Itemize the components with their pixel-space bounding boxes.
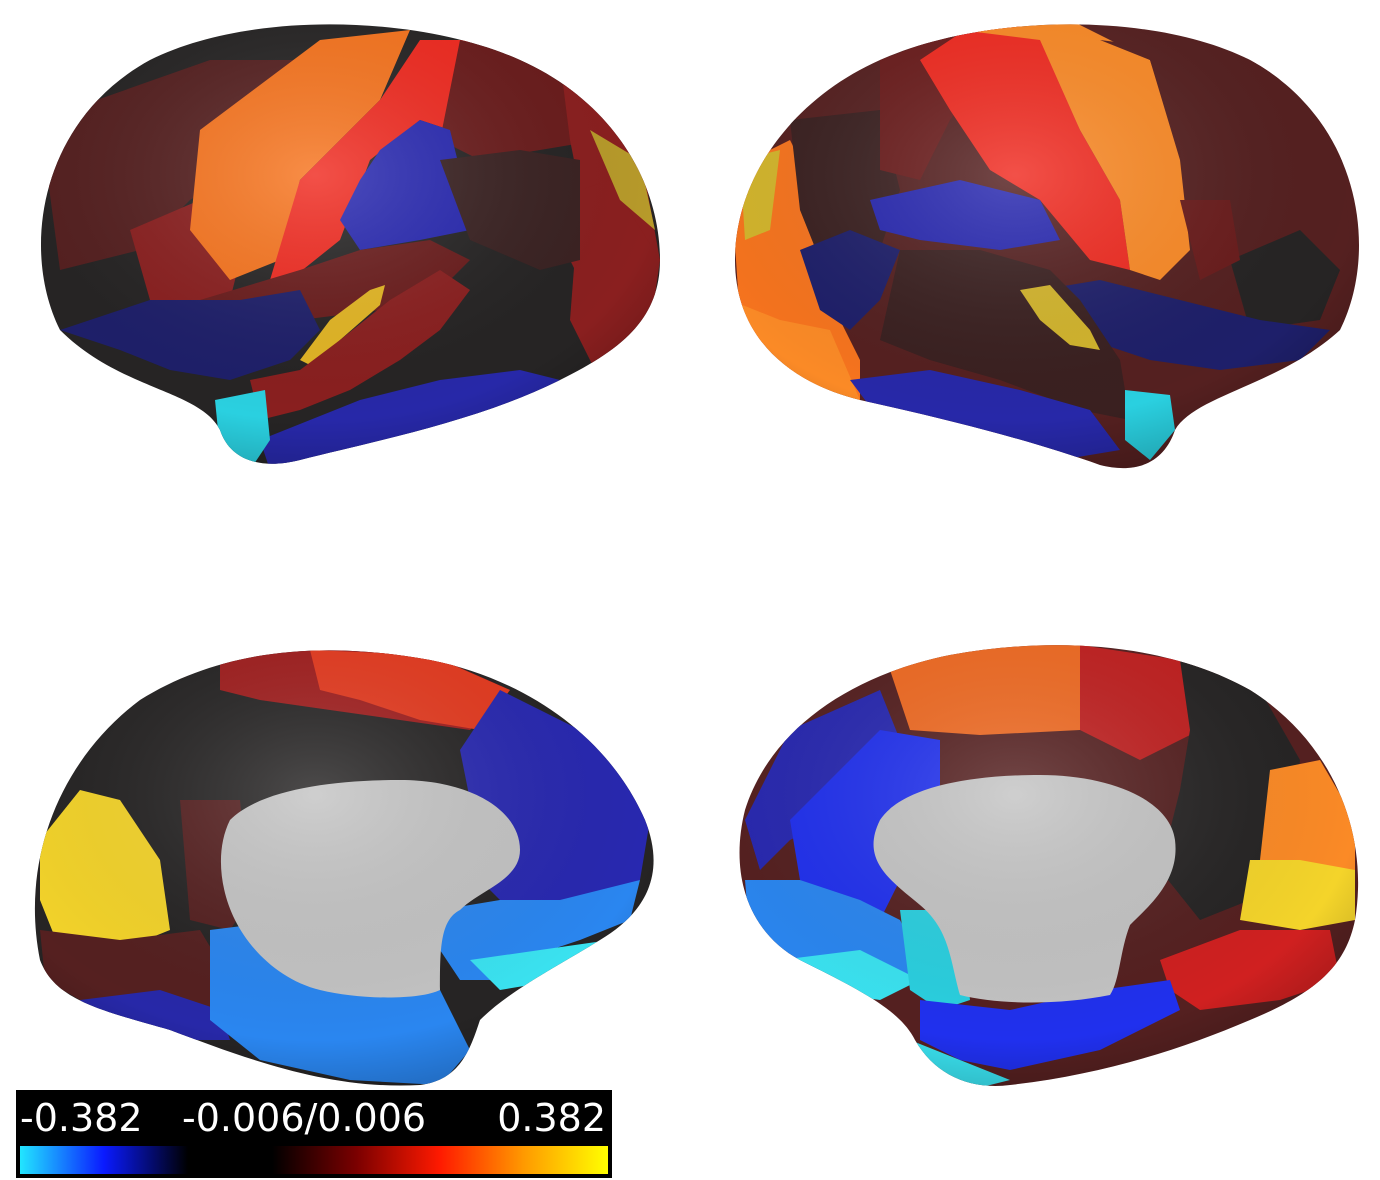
- left-hemisphere-medial: [34, 650, 654, 1086]
- left-hemisphere-lateral: [40, 24, 661, 464]
- right-hemisphere-lateral: [735, 24, 1360, 469]
- colorbar-mid-label: -0.006/0.006: [182, 1096, 427, 1140]
- colorbar-min-label: -0.382: [20, 1096, 143, 1140]
- colorbar-gradient: [20, 1146, 608, 1174]
- colorbar-labels: -0.382 -0.006/0.006 0.382: [18, 1092, 610, 1144]
- right-hemisphere-medial: [739, 645, 1359, 1086]
- colorbar-max-label: 0.382: [497, 1096, 606, 1140]
- colorbar: -0.382 -0.006/0.006 0.382: [16, 1090, 612, 1178]
